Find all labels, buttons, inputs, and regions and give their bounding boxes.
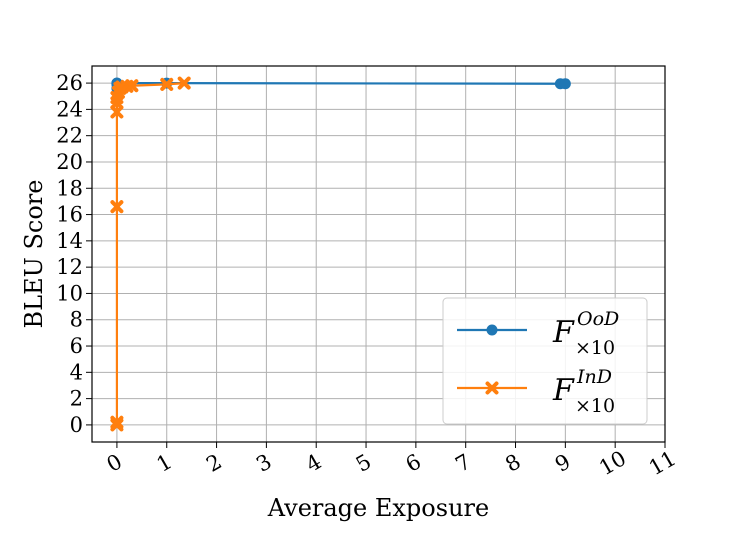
x-tick-label: 11 bbox=[645, 446, 680, 480]
data-point bbox=[110, 415, 124, 429]
y-tick-label: 14 bbox=[56, 229, 83, 253]
y-tick-label: 24 bbox=[56, 97, 83, 121]
data-point bbox=[125, 79, 139, 93]
x-tick-label: 10 bbox=[595, 446, 630, 480]
x-tick-label: 5 bbox=[352, 449, 376, 476]
x-tick-label: 1 bbox=[152, 449, 176, 476]
y-tick-label: 8 bbox=[70, 308, 83, 332]
legend-marker bbox=[486, 324, 498, 336]
legend-label-superscript: OoD bbox=[577, 308, 619, 330]
y-tick-label: 26 bbox=[56, 71, 83, 95]
y-axis-label: BLEU Score bbox=[20, 180, 48, 329]
legend-label: F bbox=[552, 373, 575, 408]
plot-area bbox=[91, 65, 666, 443]
x-tick-label: 3 bbox=[252, 449, 276, 476]
y-tick-label: 2 bbox=[70, 387, 83, 411]
legend-entry: F InD ×10 bbox=[457, 366, 615, 417]
x-tick-label: 8 bbox=[501, 449, 525, 476]
legend-label-superscript: InD bbox=[576, 366, 612, 388]
legend: F OoD×10F InD×10 bbox=[442, 297, 648, 425]
y-tick-label: 22 bbox=[56, 124, 83, 148]
y-tick-label: 4 bbox=[70, 360, 83, 384]
series-1 bbox=[110, 76, 191, 432]
y-tick-label: 6 bbox=[70, 334, 83, 358]
y-tick-label: 10 bbox=[56, 281, 83, 305]
x-tick-label: 4 bbox=[302, 449, 326, 476]
legend-marker bbox=[485, 381, 499, 395]
x-tick-label: 9 bbox=[551, 449, 575, 476]
y-tick-label: 0 bbox=[70, 413, 83, 437]
data-point bbox=[177, 76, 191, 90]
x-axis-label: Average Exposure bbox=[267, 494, 489, 522]
x-tick-label: 6 bbox=[402, 449, 426, 476]
x-tick-label: 0 bbox=[103, 449, 127, 476]
data-point bbox=[110, 200, 124, 214]
x-tick-label: 7 bbox=[451, 449, 475, 476]
x-axis: 0 1 2 3 4 5 6 7 8 9 10 11 bbox=[103, 442, 680, 480]
y-tick-label: 18 bbox=[56, 176, 83, 200]
x-tick-label: 2 bbox=[202, 449, 226, 476]
data-point bbox=[110, 105, 124, 119]
data-point bbox=[160, 77, 174, 91]
legend-label-subscript: ×10 bbox=[575, 395, 615, 417]
legend-entry: F OoD ×10 bbox=[457, 308, 619, 359]
legend-label-subscript: ×10 bbox=[575, 337, 615, 359]
data-point bbox=[559, 78, 571, 90]
series-line bbox=[115, 81, 185, 425]
series-layer bbox=[110, 76, 571, 432]
y-tick-label: 16 bbox=[56, 203, 83, 227]
y-tick-label: 20 bbox=[56, 150, 83, 174]
legend-label: F bbox=[552, 315, 575, 350]
y-tick-label: 12 bbox=[56, 255, 83, 279]
